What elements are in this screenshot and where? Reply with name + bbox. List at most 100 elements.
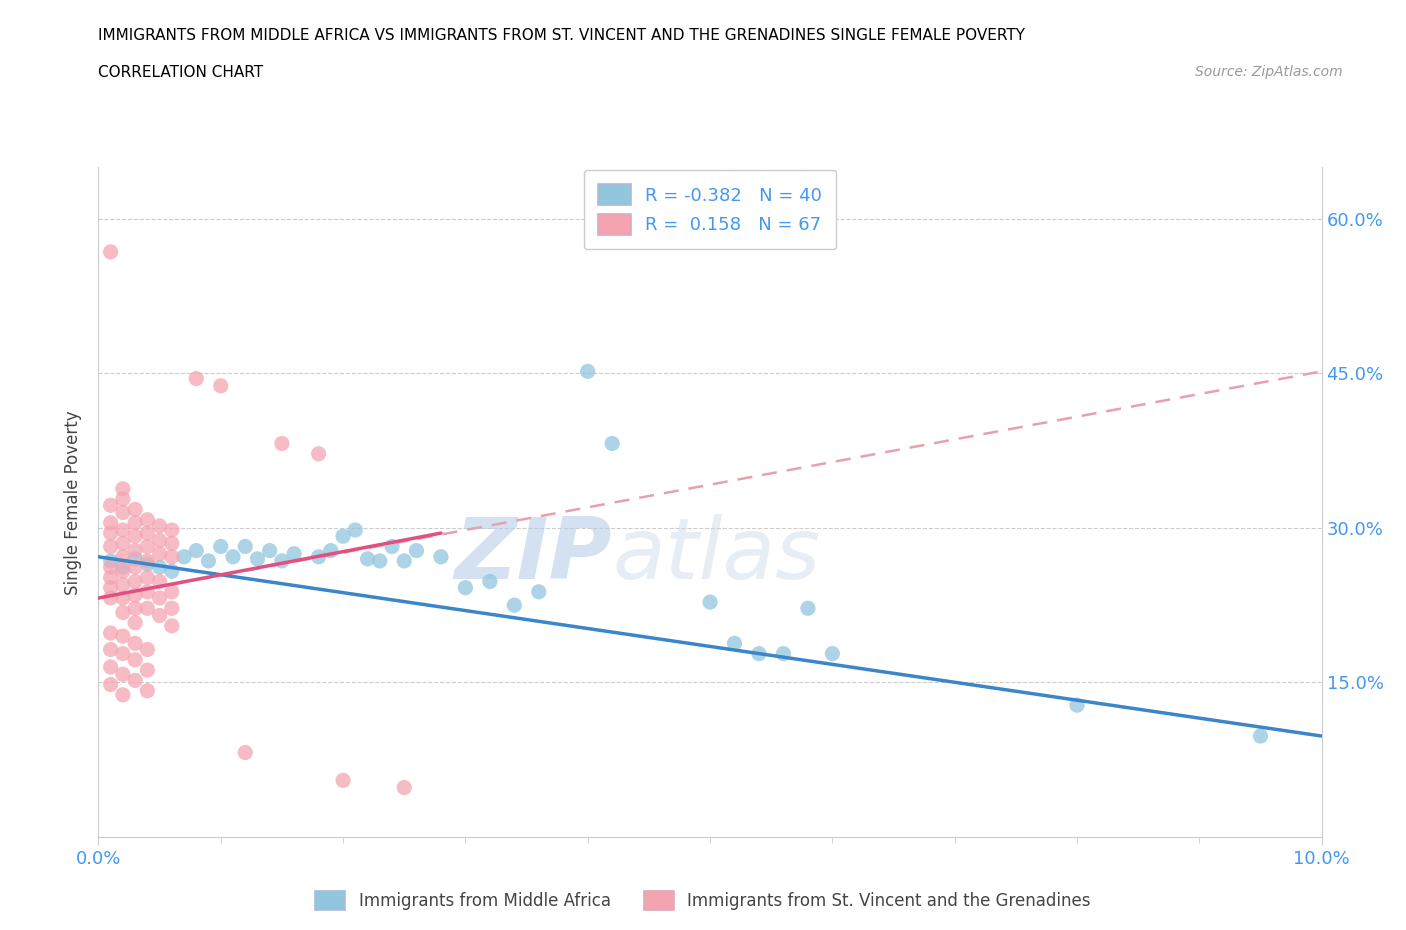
Point [454,580,477,595]
Point [149,518,172,533]
Text: IMMIGRANTS FROM MIDDLE AFRICA VS IMMIGRANTS FROM ST. VINCENT AND THE GRENADINES : IMMIGRANTS FROM MIDDLE AFRICA VS IMMIGRA… [98,28,1025,43]
Point [1066,698,1088,712]
Point [124,601,146,616]
Point [308,550,330,565]
Point [160,564,183,578]
Point [392,780,416,795]
Point [136,512,159,527]
Point [723,636,745,651]
Point [233,539,256,554]
Point [149,533,172,548]
Point [283,546,305,561]
Point [100,659,122,674]
Point [136,553,159,568]
Point [186,371,208,386]
Point [1249,728,1271,743]
Point [100,642,122,657]
Point [136,584,159,599]
Point [233,745,256,760]
Point [100,560,122,575]
Point [100,515,122,530]
Text: ZIP: ZIP [454,514,612,597]
Point [160,584,183,599]
Point [319,543,342,558]
Point [405,543,427,558]
Point [124,574,146,589]
Point [821,646,844,661]
Point [136,601,159,616]
Point [124,636,146,651]
Point [381,539,404,554]
Point [124,588,146,603]
Point [136,684,159,698]
Point [111,578,134,592]
Point [136,525,159,540]
Point [772,646,794,661]
Point [100,245,122,259]
Point [576,364,599,379]
Point [173,550,195,565]
Legend: Immigrants from Middle Africa, Immigrants from St. Vincent and the Grenadines: Immigrants from Middle Africa, Immigrant… [308,884,1098,917]
Point [100,626,122,641]
Point [368,553,391,568]
Point [246,551,269,566]
Point [111,564,134,578]
Point [356,551,378,566]
Point [111,629,134,644]
Legend: R = -0.382   N = 40, R =  0.158   N = 67: R = -0.382 N = 40, R = 0.158 N = 67 [583,170,837,249]
Point [124,502,146,517]
Point [332,773,354,788]
Point [160,601,183,616]
Point [111,523,134,538]
Point [600,436,623,451]
Text: atlas: atlas [612,514,820,597]
Point [100,580,122,595]
Point [136,570,159,585]
Point [259,543,281,558]
Point [222,550,245,565]
Point [100,525,122,540]
Point [209,379,232,393]
Point [186,543,208,558]
Point [111,591,134,605]
Point [149,560,172,575]
Point [430,550,453,565]
Point [111,550,134,565]
Text: Source: ZipAtlas.com: Source: ZipAtlas.com [1195,65,1343,79]
Point [136,642,159,657]
Point [748,646,770,661]
Point [503,598,526,613]
Point [136,539,159,554]
Point [111,505,134,520]
Point [797,601,820,616]
Point [160,523,183,538]
Point [699,594,721,609]
Point [100,591,122,605]
Point [111,687,134,702]
Point [111,605,134,620]
Point [270,436,292,451]
Point [209,539,232,554]
Point [527,584,550,599]
Point [124,515,146,530]
Point [149,574,172,589]
Point [100,539,122,554]
Point [270,553,292,568]
Point [149,546,172,561]
Point [197,553,219,568]
Point [124,529,146,544]
Point [111,492,134,507]
Point [124,673,146,688]
Point [136,663,159,678]
Point [160,550,183,565]
Point [111,482,134,497]
Point [111,667,134,682]
Text: CORRELATION CHART: CORRELATION CHART [98,65,263,80]
Point [111,536,134,551]
Point [136,556,159,571]
Point [392,553,416,568]
Point [149,608,172,623]
Point [124,551,146,566]
Point [308,446,330,461]
Point [124,560,146,575]
